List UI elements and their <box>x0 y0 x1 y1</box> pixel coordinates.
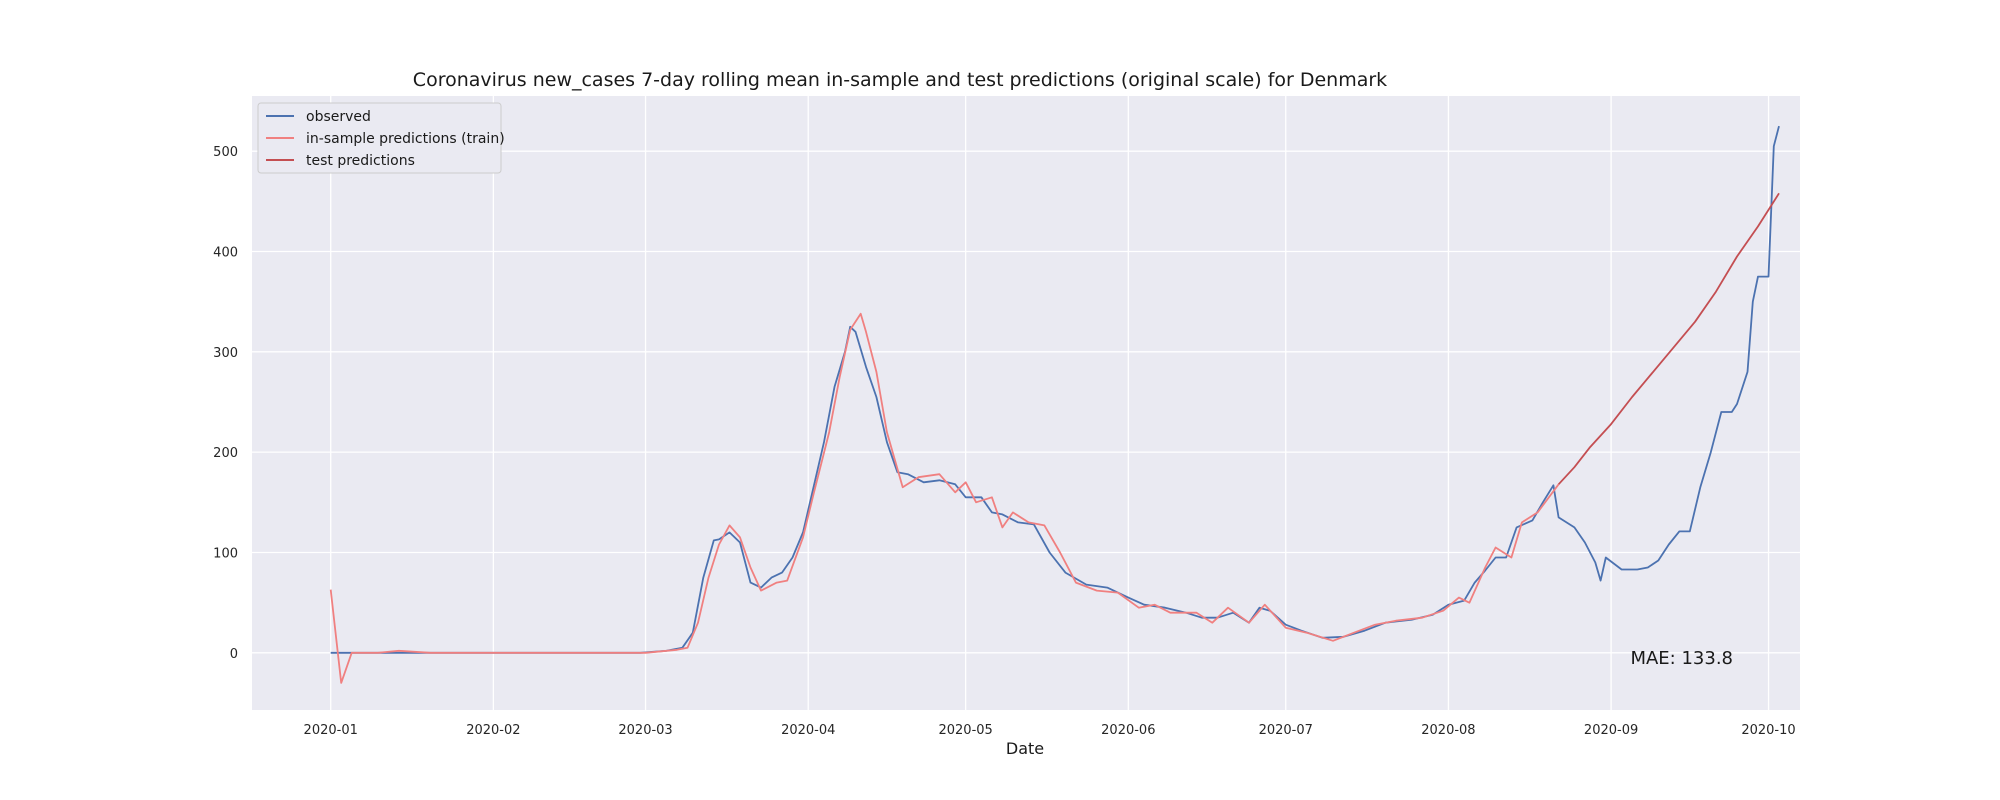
y-axis-ticks: 0 100 200 300 400 500 <box>213 145 238 662</box>
x-tick-label: 2020-07 <box>1259 723 1313 738</box>
x-axis-label: Date <box>1006 739 1044 758</box>
test-predictions-line <box>1557 192 1780 485</box>
x-tick-label: 2020-01 <box>304 723 358 738</box>
legend-label: test predictions <box>306 153 415 169</box>
y-tick-label: 200 <box>213 446 238 461</box>
y-tick-label: 500 <box>213 145 238 160</box>
x-tick-label: 2020-03 <box>618 723 672 738</box>
y-tick-label: 400 <box>213 246 238 261</box>
y-tick-label: 0 <box>230 647 238 662</box>
observed-line <box>330 125 1780 654</box>
y-tick-label: 300 <box>213 346 238 361</box>
series-lines <box>329 125 1780 684</box>
mae-annotation: MAE: 133.8 <box>1630 648 1733 669</box>
x-tick-label: 2020-06 <box>1101 723 1155 738</box>
x-tick-label: 2020-04 <box>781 723 835 738</box>
legend-box <box>257 102 502 174</box>
x-tick-label: 2020-09 <box>1584 723 1638 738</box>
x-tick-label: 2020-10 <box>1741 723 1795 738</box>
plot-background <box>252 96 1800 710</box>
x-tick-label: 2020-05 <box>938 723 992 738</box>
in-sample-predictions-line <box>329 312 1560 684</box>
y-tick-label: 100 <box>213 546 238 561</box>
legend-label: in-sample predictions (train) <box>306 131 505 147</box>
chart-title: Coronavirus new_cases 7-day rolling mean… <box>413 69 1387 91</box>
x-tick-label: 2020-02 <box>466 723 520 738</box>
x-axis-ticks: 2020-01 2020-02 2020-03 2020-04 2020-05 2020-… <box>304 723 1796 738</box>
legend-label: observed <box>306 109 371 125</box>
legend: observed in-sample predictions (train) tes… <box>257 102 505 174</box>
x-tick-label: 2020-08 <box>1421 723 1475 738</box>
